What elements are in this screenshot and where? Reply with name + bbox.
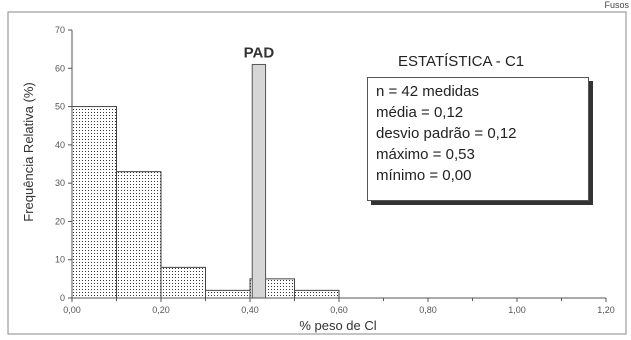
x-tick-label: 0,00 xyxy=(63,305,81,315)
histogram-bar-5 xyxy=(294,289,340,299)
x-tick-label: 0,80 xyxy=(419,305,437,315)
y-tick-label: 20 xyxy=(55,216,65,226)
x-tick-label: 0,60 xyxy=(330,305,348,315)
corner-label: Fusos xyxy=(604,0,629,10)
y-tick-label: 60 xyxy=(55,63,65,73)
y-tick-label: 30 xyxy=(55,178,65,188)
stats-line-max: máximo = 0,53 xyxy=(376,146,475,163)
y-tick-label: 70 xyxy=(55,25,65,35)
y-tick-label: 40 xyxy=(55,140,65,150)
x-tick-label: 1,00 xyxy=(508,305,526,315)
histogram-bar-1 xyxy=(116,171,162,299)
stats-title: ESTATÍSTICA - C1 xyxy=(398,53,525,70)
stats-line-mean: média = 0,12 xyxy=(376,104,464,121)
histogram-bar-2 xyxy=(160,266,206,299)
stats-line-min: mínimo = 0,00 xyxy=(376,167,472,184)
pad-label: PAD xyxy=(244,44,275,61)
stats-line-stddev: desvio padrão = 0,12 xyxy=(376,125,517,142)
stats-box: n = 42 medidas média = 0,12 desvio padrã… xyxy=(367,77,589,201)
y-axis-label: Frequência Relativa (%) xyxy=(21,82,36,221)
x-axis-label: % peso de Cl xyxy=(299,318,376,333)
pad-reference-bar xyxy=(251,63,267,299)
plot-frame xyxy=(7,11,627,335)
stats-line-n: n = 42 medidas xyxy=(376,83,479,100)
x-tick-label: 0,40 xyxy=(241,305,259,315)
y-tick-label: 10 xyxy=(55,255,65,265)
x-tick-label: 1,20 xyxy=(597,305,615,315)
x-tick-label: 0,20 xyxy=(152,305,170,315)
y-tick-label: 0 xyxy=(60,293,65,303)
histogram-bar-0 xyxy=(71,106,117,299)
histogram-bar-3 xyxy=(205,289,251,299)
y-tick-label: 50 xyxy=(55,102,65,112)
